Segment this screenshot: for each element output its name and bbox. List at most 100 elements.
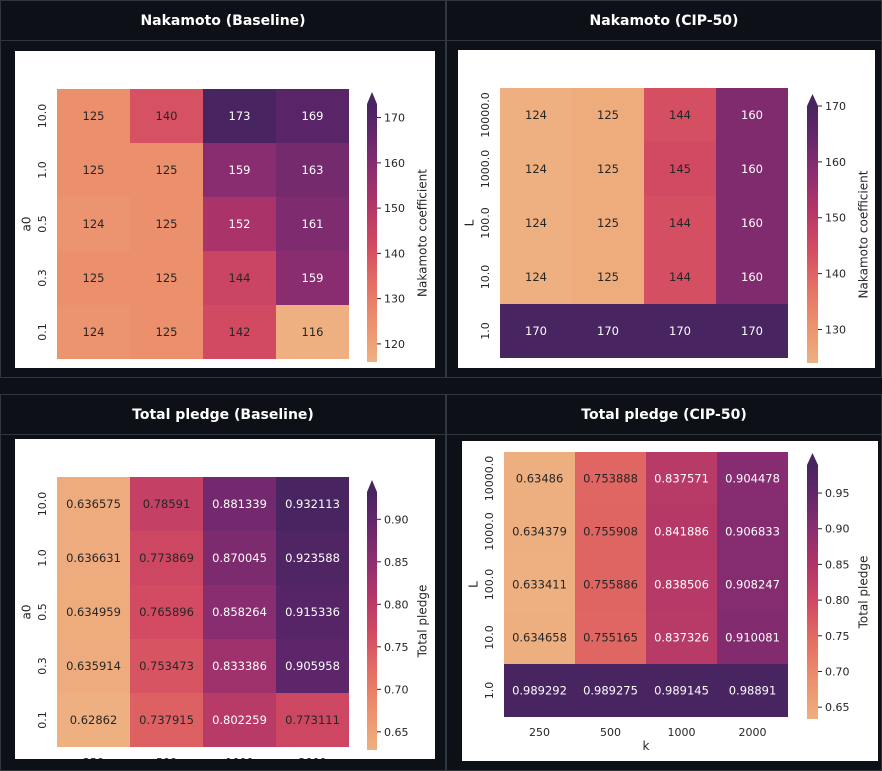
- heatmap-nakamoto-cip50: 124 125 144 160 124 125 145 160 124 125 144 160 124 1…: [458, 50, 875, 368]
- cell-label: 0.989292: [512, 684, 567, 698]
- panel-body: 125 140 173 169 125 125 159 163 124 125 152 161 125 1…: [1, 41, 445, 377]
- colorbar-label: Total pledge: [416, 585, 430, 659]
- cell-label: 0.923588: [285, 551, 340, 565]
- heatmap-cell: [57, 251, 130, 305]
- heatmap-cell: [203, 305, 276, 359]
- heatmap-cell: [644, 196, 716, 250]
- y-tick-label: 0.5: [36, 603, 49, 621]
- heatmap-cell: [644, 304, 716, 358]
- heatmap-cell: [203, 693, 276, 747]
- heatmap-cell: [130, 531, 203, 585]
- colorbar-tick-label: 160: [825, 156, 846, 169]
- heatmap-cell: [572, 250, 644, 304]
- panel-body: 0.636575 0.78591 0.881339 0.932113 0.636631 0…: [1, 435, 445, 770]
- x-tick-label: 2000: [739, 726, 767, 739]
- x-tick-label: 500: [600, 726, 621, 739]
- cell-label: 0.636575: [66, 497, 121, 511]
- heatmap-cell: [646, 505, 717, 558]
- heatmap-cell: [203, 143, 276, 197]
- heatmap-cell: [130, 585, 203, 639]
- x-axis-label: k: [643, 739, 650, 753]
- heatmap-cell: [276, 89, 349, 143]
- colorbar-tick-label: 140: [384, 247, 405, 260]
- y-tick-label: 0.3: [36, 269, 49, 287]
- heatmap-cell: [57, 531, 130, 585]
- colorbar-tick-label: 160: [384, 157, 405, 170]
- colorbar: [367, 492, 377, 750]
- cell-label: 144: [669, 108, 691, 122]
- heatmap-cell: [572, 88, 644, 142]
- y-axis-label: L: [467, 581, 481, 588]
- cell-label: 142: [229, 325, 251, 339]
- colorbar-tick-label: 0.70: [384, 683, 409, 696]
- cell-label: 170: [741, 324, 763, 338]
- colorbar-tick-label: 150: [384, 202, 405, 215]
- x-tick-label: 250: [83, 756, 104, 759]
- panel-total-pledge-cip50: Total pledge (CIP-50) 0.63486 0.753888 0.8…: [446, 394, 882, 771]
- y-tick-label: 0.5: [36, 215, 49, 233]
- colorbar-tick-label: 0.65: [384, 726, 409, 739]
- cell-label: 0.635914: [66, 659, 121, 673]
- cell-label: 125: [156, 271, 178, 285]
- colorbar-tick-label: 0.85: [825, 558, 850, 571]
- y-tick-label: 10.0: [479, 265, 492, 290]
- heatmap-cell: [575, 505, 646, 558]
- y-tick-label: 10.0: [483, 625, 496, 650]
- cell-label: 124: [525, 108, 547, 122]
- heatmap-cell: [500, 142, 572, 196]
- colorbar-tick-label: 170: [825, 100, 846, 113]
- cell-label: 0.989145: [654, 684, 709, 698]
- heatmap-cell: [276, 305, 349, 359]
- cell-label: 124: [525, 216, 547, 230]
- heatmap-cell: [203, 531, 276, 585]
- heatmap-cell: [504, 664, 575, 717]
- y-tick-label: 0.1: [36, 323, 49, 341]
- heatmap-cell: [572, 196, 644, 250]
- cell-label: 0.906833: [725, 525, 780, 539]
- heatmap-cell: [203, 477, 276, 531]
- heatmap-cell: [644, 250, 716, 304]
- cell-label: 125: [83, 163, 105, 177]
- y-tick-label: 10000.0: [479, 92, 492, 138]
- cell-label: 170: [597, 324, 619, 338]
- heatmap-cell: [717, 664, 788, 717]
- heatmap-cell: [57, 585, 130, 639]
- colorbar-tick-label: 0.80: [384, 598, 409, 611]
- heatmap-cell: [57, 305, 130, 359]
- heatmap-cell: [717, 505, 788, 558]
- heatmap-cell: [500, 304, 572, 358]
- panel-title: Total pledge (CIP-50): [447, 395, 881, 435]
- colorbar-extend-arrow: [807, 453, 818, 465]
- y-tick-label: 0.1: [36, 711, 49, 729]
- cell-label: 0.837326: [654, 631, 709, 645]
- cell-label: 125: [156, 163, 178, 177]
- heatmap-cell: [504, 452, 575, 505]
- heatmap-cell: [575, 611, 646, 664]
- y-tick-label: 1.0: [36, 549, 49, 567]
- colorbar: [367, 104, 377, 362]
- cell-label: 0.870045: [212, 551, 267, 565]
- heatmap-cell: [644, 142, 716, 196]
- panel-total-pledge-baseline: Total pledge (Baseline) 0.636575 0.78591 0…: [0, 394, 446, 771]
- heatmap-cell: [646, 664, 717, 717]
- cell-label: 0.932113: [285, 497, 340, 511]
- cell-label: 116: [302, 325, 324, 339]
- colorbar-tick-label: 0.90: [384, 513, 409, 526]
- cell-label: 159: [302, 271, 324, 285]
- cell-label: 0.755886: [583, 578, 638, 592]
- heatmap-total-pledge-cip50: 0.63486 0.753888 0.837571 0.904478 0.634379 0…: [462, 441, 878, 761]
- cell-label: 125: [83, 271, 105, 285]
- heatmap-cell: [203, 197, 276, 251]
- heatmap-cell: [276, 639, 349, 693]
- y-axis-label: a0: [20, 217, 34, 232]
- cell-label: 169: [302, 109, 324, 123]
- colorbar: [807, 465, 818, 719]
- cell-label: 0.773869: [139, 551, 194, 565]
- cell-label: 0.904478: [725, 472, 780, 486]
- cell-label: 0.905958: [285, 659, 340, 673]
- heatmap-cell: [130, 251, 203, 305]
- x-tick-label: 500: [598, 367, 619, 368]
- x-tick-label: 2000: [299, 756, 327, 759]
- heatmap-cell: [716, 88, 788, 142]
- heatmap-cell: [57, 639, 130, 693]
